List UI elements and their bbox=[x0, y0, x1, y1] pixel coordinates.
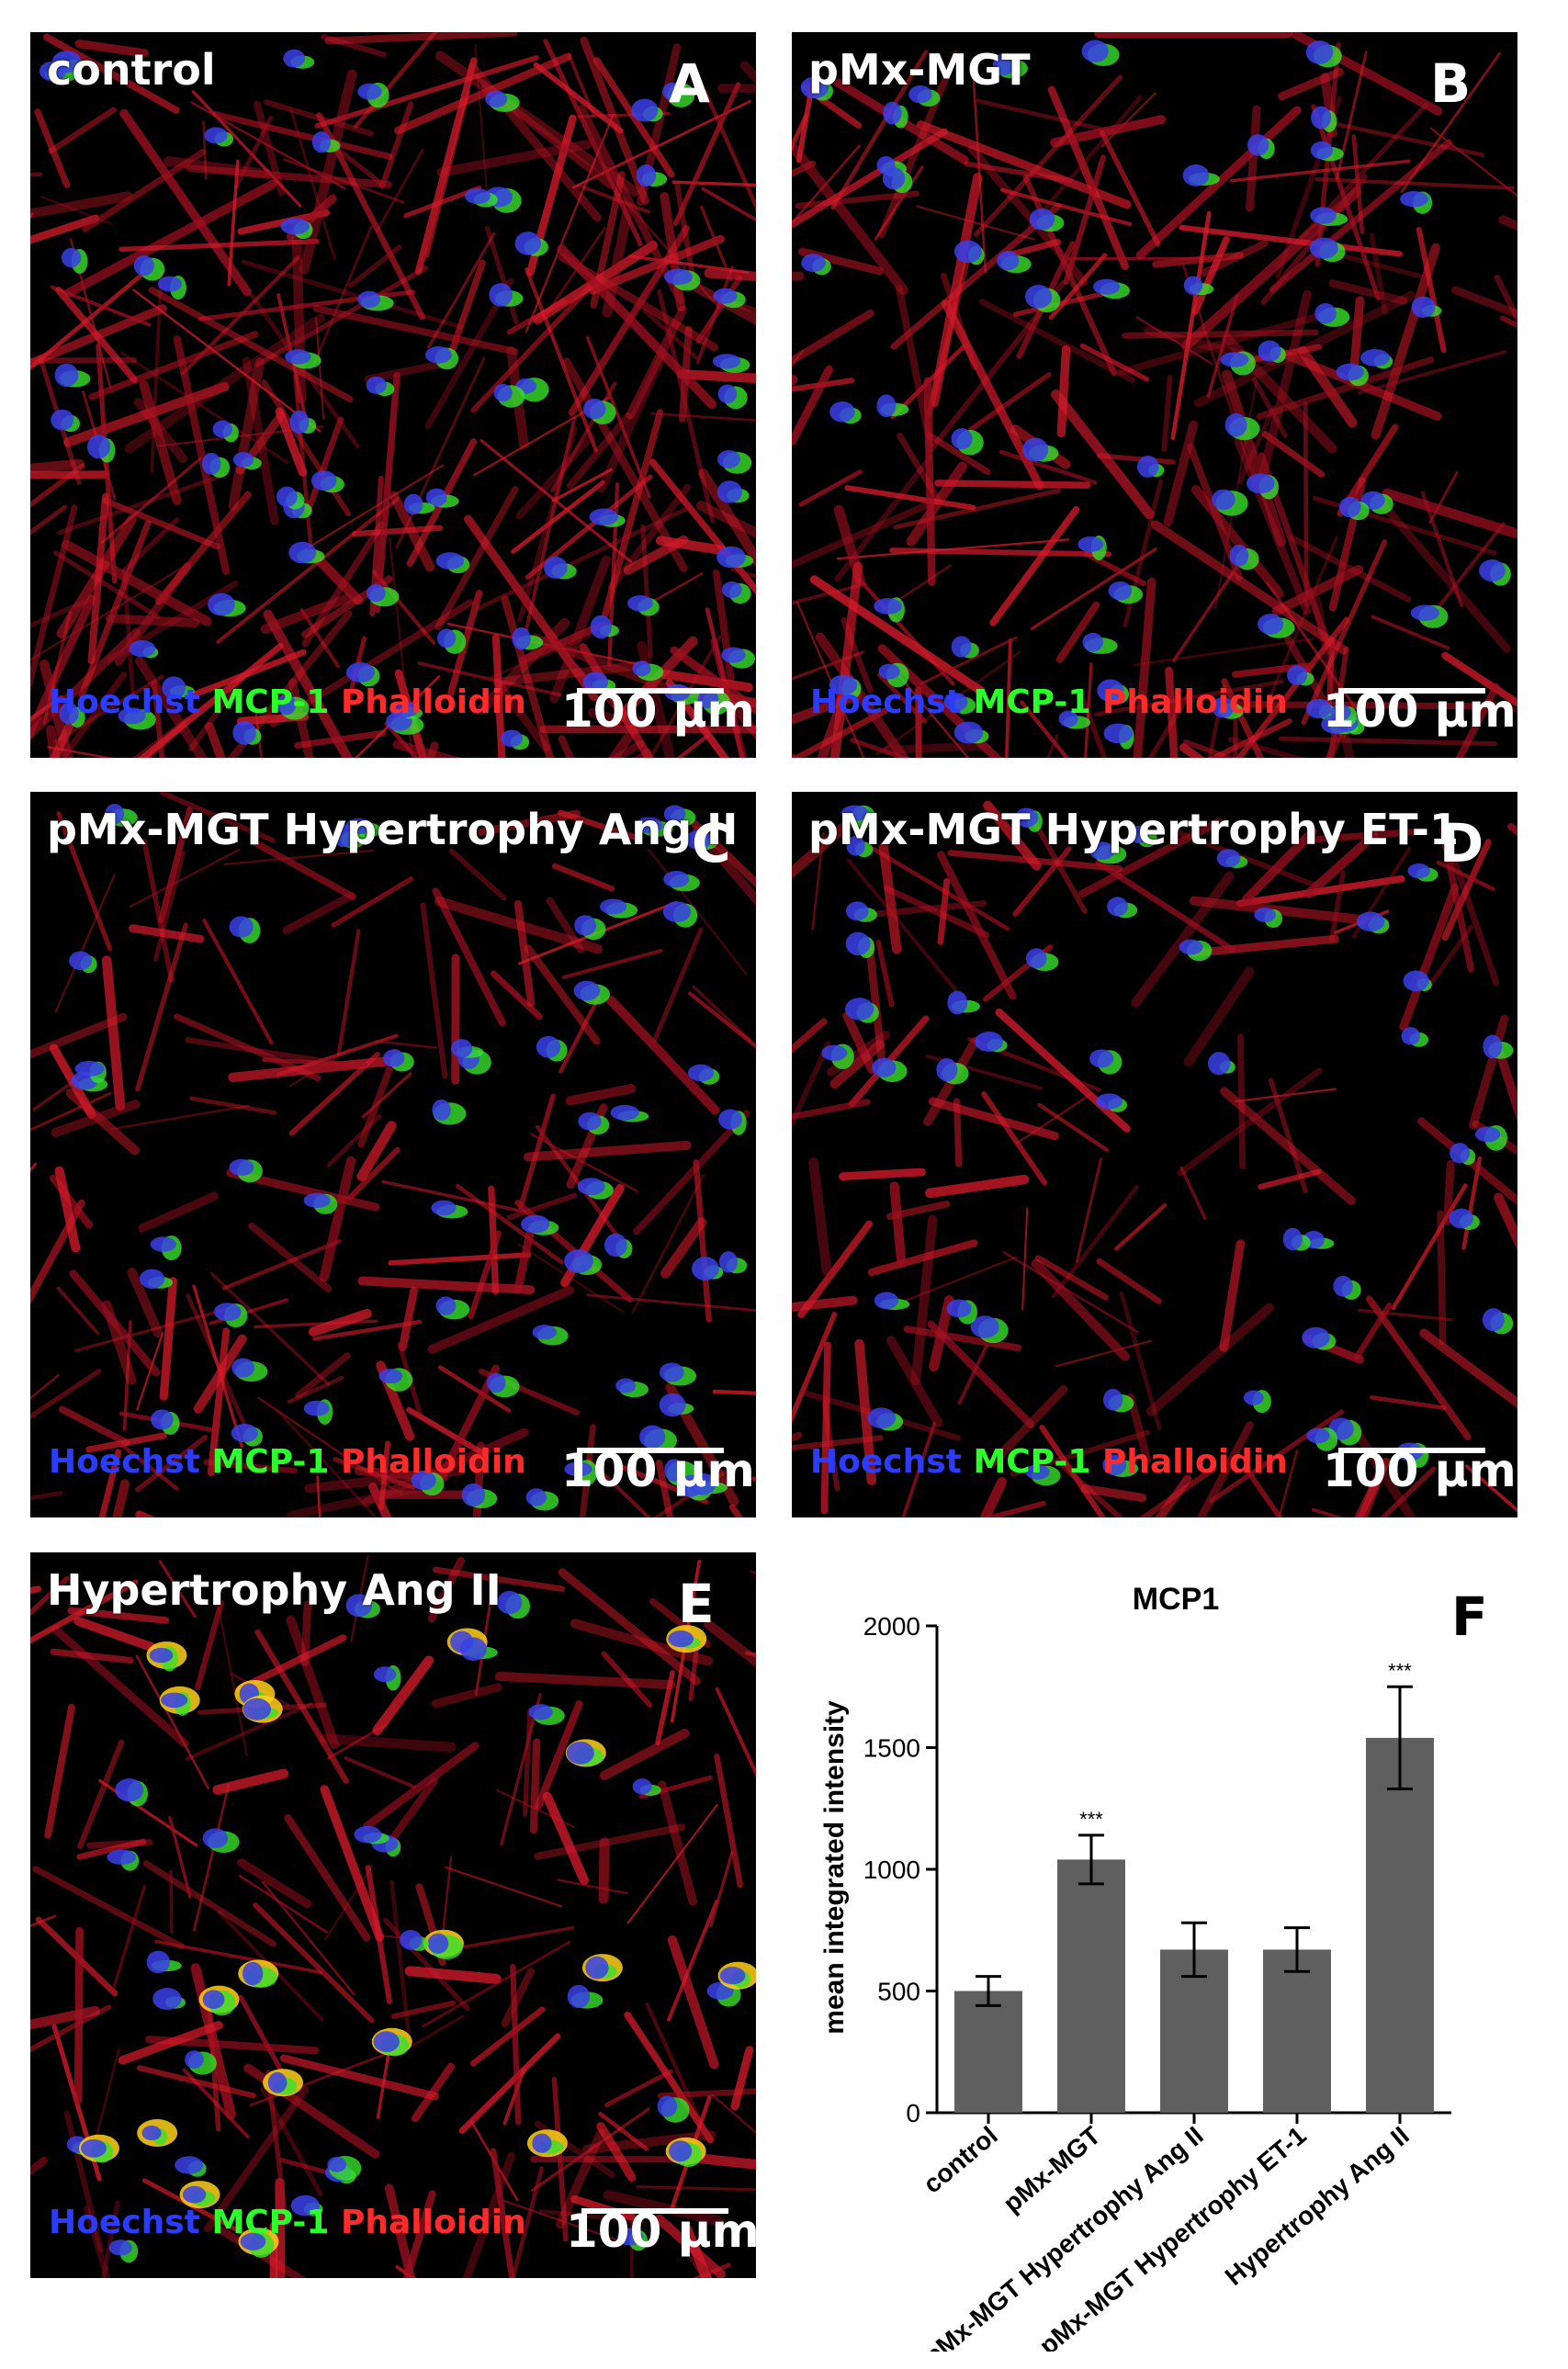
significance-label: *** bbox=[1388, 1659, 1412, 1682]
cell-texture bbox=[30, 792, 756, 1517]
stain-legend: Hoechst MCP-1 Phalloidin bbox=[810, 1443, 1288, 1481]
bar-chart-panel-f: MCP1 F mean integrated intensity 0 500 100… bbox=[790, 1562, 1543, 2369]
panel-letter: E bbox=[678, 1573, 715, 1635]
micrograph-image-c bbox=[30, 792, 756, 1517]
panel-title: pMx-MGT Hypertrophy Ang II bbox=[47, 805, 739, 854]
micrograph-image-a bbox=[30, 32, 756, 758]
scale-label: 100 µm bbox=[566, 2205, 756, 2258]
panel-title: pMx-MGT bbox=[808, 45, 1031, 95]
panel-letter: D bbox=[1439, 812, 1484, 874]
panel-letter: F bbox=[1451, 1585, 1488, 1648]
y-axis-label: mean integrated intensity bbox=[819, 1700, 850, 2035]
scale-bar bbox=[581, 2208, 728, 2214]
cell-texture bbox=[30, 32, 756, 758]
stain-phalloidin: Phalloidin bbox=[340, 683, 526, 721]
scale-label: 100 µm bbox=[561, 1444, 755, 1497]
significance-label: *** bbox=[1079, 1808, 1103, 1831]
stain-mcp1: MCP-1 bbox=[211, 1443, 330, 1481]
scale-label: 100 µm bbox=[561, 684, 755, 738]
stain-mcp1: MCP-1 bbox=[211, 2204, 330, 2241]
bar bbox=[1263, 1949, 1331, 2113]
panel-title: control bbox=[47, 45, 216, 95]
scale-label: 100 µm bbox=[1323, 684, 1517, 738]
chart-title: MCP1 bbox=[1133, 1582, 1219, 1617]
stain-hoechst: Hoechst bbox=[810, 683, 962, 721]
stain-phalloidin: Phalloidin bbox=[1101, 1443, 1288, 1481]
y-tick-label: 0 bbox=[906, 2099, 920, 2127]
panel-title: pMx-MGT Hypertrophy ET-1 bbox=[808, 805, 1459, 854]
stain-mcp1: MCP-1 bbox=[973, 1443, 1091, 1481]
micrograph-panel-e: Hypertrophy Ang II E Hoechst MCP-1 Phall… bbox=[30, 1552, 756, 2278]
scale-label: 100 µm bbox=[1323, 1444, 1517, 1497]
micrograph-panel-a: control A Hoechst MCP-1 Phalloidin 100 µ… bbox=[30, 32, 756, 758]
x-tick-label: control bbox=[918, 2121, 1003, 2199]
cell-texture bbox=[30, 1555, 756, 2278]
scale-bar bbox=[577, 688, 724, 694]
scale-bar bbox=[1338, 1448, 1485, 1453]
stain-legend: Hoechst MCP-1 Phalloidin bbox=[49, 683, 526, 721]
micrograph-image-d bbox=[792, 800, 1517, 1517]
stain-phalloidin: Phalloidin bbox=[340, 1443, 526, 1481]
micrograph-panel-c: pMx-MGT Hypertrophy Ang II C Hoechst MCP… bbox=[30, 792, 756, 1517]
y-tick-label: 500 bbox=[877, 1978, 920, 2006]
micrograph-image-e bbox=[30, 1555, 756, 2278]
bar bbox=[1366, 1737, 1434, 2113]
stain-legend: Hoechst MCP-1 Phalloidin bbox=[810, 683, 1288, 721]
stain-phalloidin: Phalloidin bbox=[1101, 683, 1288, 721]
stain-hoechst: Hoechst bbox=[49, 683, 200, 721]
x-tick-label: Hypertrophy Ang II bbox=[1220, 2121, 1415, 2291]
stain-mcp1: MCP-1 bbox=[211, 683, 330, 721]
micrograph-panel-d: pMx-MGT Hypertrophy ET-1 D Hoechst MCP-1… bbox=[792, 792, 1517, 1517]
y-tick-label: 1500 bbox=[863, 1734, 920, 1763]
scale-bar bbox=[1338, 688, 1485, 694]
x-tick-label: pMx-MGT bbox=[998, 2121, 1106, 2218]
bar bbox=[1057, 1859, 1125, 2113]
stain-legend: Hoechst MCP-1 Phalloidin bbox=[49, 2204, 526, 2241]
y-tick-label: 2000 bbox=[863, 1612, 920, 1641]
cell-texture bbox=[792, 32, 1517, 758]
stain-hoechst: Hoechst bbox=[810, 1443, 962, 1481]
bar-chart: MCP1 F mean integrated intensity 0 500 100… bbox=[819, 1582, 1488, 2369]
stain-phalloidin: Phalloidin bbox=[340, 2204, 526, 2241]
panel-title: Hypertrophy Ang II bbox=[47, 1565, 502, 1615]
micrograph-image-b bbox=[792, 32, 1517, 758]
stain-mcp1: MCP-1 bbox=[973, 683, 1091, 721]
stain-hoechst: Hoechst bbox=[49, 1443, 200, 1481]
scale-bar bbox=[577, 1448, 724, 1453]
panel-letter: B bbox=[1430, 52, 1472, 115]
panel-letter: A bbox=[669, 52, 710, 115]
stain-legend: Hoechst MCP-1 Phalloidin bbox=[49, 1443, 526, 1481]
micrograph-panel-b: pMx-MGT B Hoechst MCP-1 Phalloidin 100 µ… bbox=[792, 32, 1517, 758]
panel-letter: C bbox=[692, 812, 731, 874]
y-tick-label: 1000 bbox=[863, 1856, 920, 1884]
cell-texture bbox=[792, 800, 1517, 1517]
stain-hoechst: Hoechst bbox=[49, 2204, 200, 2241]
bar bbox=[954, 1991, 1022, 2113]
